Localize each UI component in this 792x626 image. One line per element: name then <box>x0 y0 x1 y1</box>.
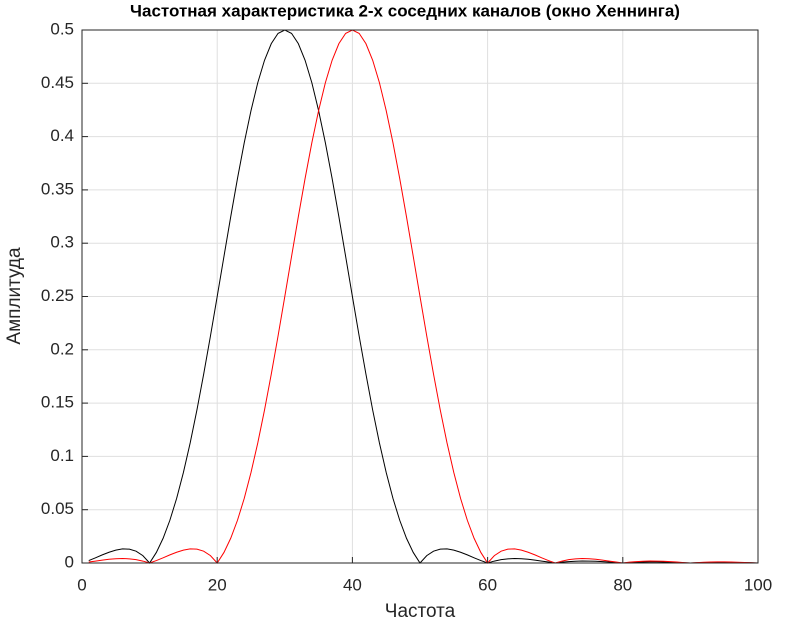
y-tick-label: 0.25 <box>41 286 74 305</box>
x-tick-label: 40 <box>343 575 362 594</box>
x-tick-label: 100 <box>744 575 772 594</box>
y-axis-label: Амплитуда <box>4 247 25 345</box>
y-tick-label: 0.35 <box>41 179 74 198</box>
x-axis-label: Частота <box>385 601 456 622</box>
y-tick-label: 0.1 <box>50 446 74 465</box>
y-tick-label: 0.45 <box>41 73 74 92</box>
y-tick-label: 0.5 <box>50 19 74 38</box>
chart-title: Частотная характеристика 2-х соседних ка… <box>130 1 680 20</box>
y-tick-label: 0.05 <box>41 499 74 518</box>
y-tick-label: 0 <box>65 552 74 571</box>
line-series <box>88 29 759 564</box>
x-tick-label: 0 <box>77 575 86 594</box>
y-tick-label: 0.4 <box>50 126 74 145</box>
y-tick-label: 0.3 <box>50 233 74 252</box>
line-series <box>88 29 759 564</box>
x-tick-label: 80 <box>613 575 632 594</box>
x-tick-label: 20 <box>208 575 227 594</box>
y-tick-label: 0.15 <box>41 393 74 412</box>
x-tick-label: 60 <box>478 575 497 594</box>
y-tick-label: 0.2 <box>50 339 74 358</box>
